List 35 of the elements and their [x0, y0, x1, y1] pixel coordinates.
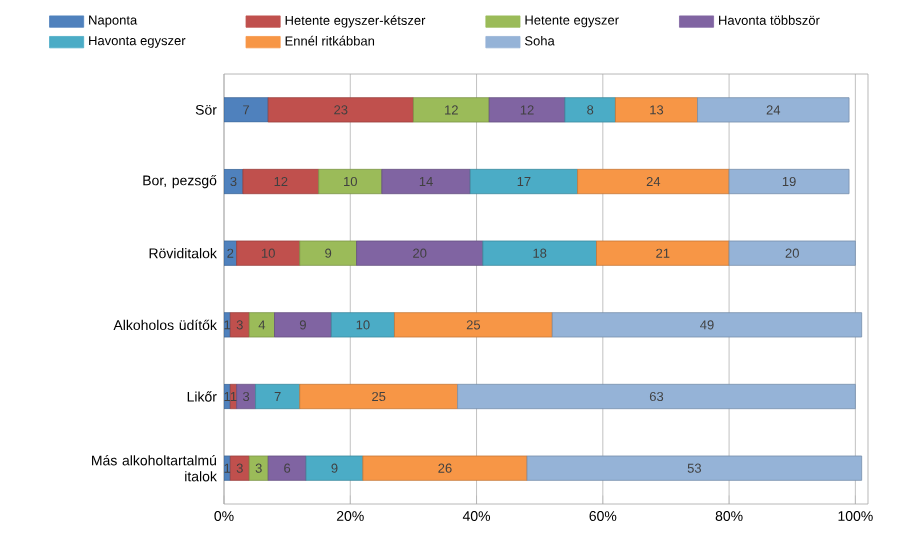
bar: [248, 312, 275, 338]
bar: [526, 455, 863, 481]
bar: [394, 312, 553, 338]
bar: [356, 240, 484, 266]
bar: [596, 240, 730, 266]
bar: [728, 168, 850, 195]
bar: [413, 97, 490, 123]
bar: [255, 383, 301, 410]
bar: [482, 240, 597, 266]
bar: [381, 168, 471, 195]
bar: [330, 312, 395, 338]
bar: [267, 455, 307, 481]
bar: [488, 97, 566, 123]
bar: [248, 455, 269, 481]
bar: [697, 97, 850, 123]
bar: [551, 312, 863, 338]
bar: [242, 168, 320, 195]
bar: [305, 455, 364, 481]
bar: [299, 383, 459, 410]
bar: [615, 97, 698, 123]
bar: [267, 97, 414, 123]
bar: [236, 240, 301, 266]
bar: [318, 168, 383, 195]
bar: [229, 312, 250, 338]
bar: [362, 455, 528, 481]
bar: [274, 312, 332, 338]
bar: [229, 455, 250, 481]
bar: [564, 97, 616, 123]
bar: [728, 240, 856, 266]
bar: [577, 168, 730, 195]
bar: [236, 383, 256, 410]
bar: [469, 168, 578, 195]
bar: [457, 383, 856, 410]
bar: [224, 97, 269, 123]
bar: [299, 240, 357, 266]
